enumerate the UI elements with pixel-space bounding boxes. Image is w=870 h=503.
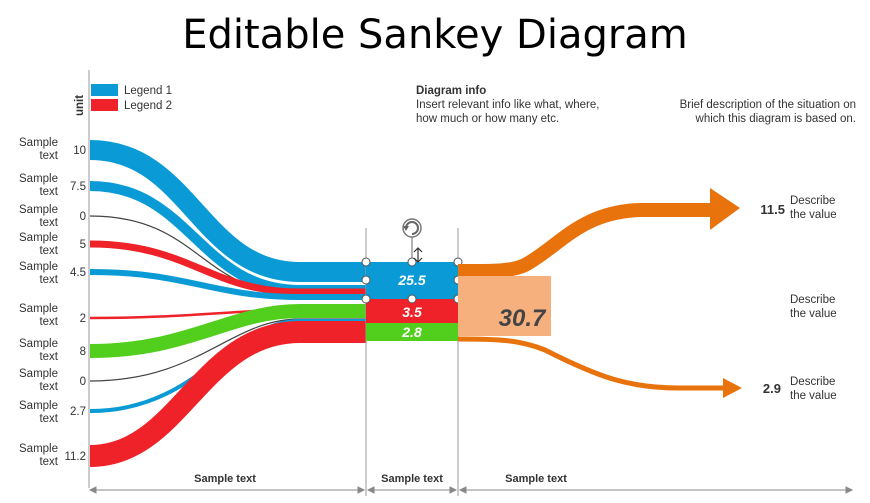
output-2-line1: Describe: [790, 294, 835, 306]
input-6-label-bottom: text: [39, 316, 58, 328]
input-5-label-bottom: text: [39, 274, 58, 286]
input-4-label-bottom: text: [39, 245, 58, 257]
middle-blue-value: 25.5: [397, 272, 425, 288]
input-8-value: 0: [80, 376, 86, 388]
input-4-value: 5: [80, 239, 86, 251]
resize-handle-w[interactable]: [361, 275, 371, 285]
input-7-label-top: Sample: [19, 338, 58, 350]
legend-1-swatch: [91, 84, 118, 96]
output-flow-top: [457, 203, 712, 279]
middle-box-blue[interactable]: [366, 262, 458, 299]
input-5-label-top: Sample: [19, 261, 58, 273]
dimension-arrows: [88, 486, 854, 494]
input-6-value: 2: [80, 313, 86, 325]
input-6-label-top: Sample: [19, 303, 58, 315]
flow-10: [89, 140, 366, 282]
input-2-label-top: Sample: [19, 173, 58, 185]
input-2-label-bottom: text: [39, 186, 58, 198]
input-8-label-bottom: text: [39, 381, 58, 393]
middle-red-value: 3.5: [402, 304, 422, 320]
input-2-value: 7.5: [70, 181, 86, 193]
output-3-value: 2.9: [763, 381, 781, 396]
input-1-value: 10: [73, 145, 86, 157]
flow-11-2: [89, 321, 366, 467]
output-1-line2: the value: [790, 209, 837, 221]
resize-handle-nw[interactable]: [361, 257, 371, 267]
input-labels: Sample text 10 Sample text 7.5 Sample te…: [19, 137, 86, 468]
input-9-label-bottom: text: [39, 413, 58, 425]
rotate-icon[interactable]: [402, 218, 422, 238]
output-1-value: 11.5: [760, 202, 785, 217]
input-10-label-top: Sample: [19, 443, 58, 455]
diagram-info-line2: how much or how many etc.: [416, 113, 559, 125]
input-9-label-top: Sample: [19, 400, 58, 412]
unit-label: unit: [74, 95, 86, 116]
input-1-label-bottom: text: [39, 150, 58, 162]
input-3-label-bottom: text: [39, 217, 58, 229]
legend-1-label: Legend 1: [124, 85, 172, 97]
flow-0-b: [89, 318, 366, 382]
output-arrow-bottom: [723, 378, 742, 398]
input-8-label-top: Sample: [19, 368, 58, 380]
total-value: 30.7: [499, 305, 547, 332]
diagram-info-line1: Insert relevant info like what, where,: [416, 99, 599, 111]
resize-handle-s[interactable]: [407, 294, 417, 304]
input-7-value: 8: [80, 346, 86, 358]
diagram-info-heading: Diagram info: [416, 85, 486, 97]
resize-handle-n[interactable]: [407, 257, 417, 267]
move-cursor-icon: [413, 247, 423, 263]
output-box-middle: [458, 276, 551, 336]
output-flow-bottom: [457, 336, 725, 391]
input-7-label-bottom: text: [39, 351, 58, 363]
input-5-value: 4.5: [70, 267, 86, 279]
axis-label-2: Sample text: [381, 473, 443, 485]
selection-handles[interactable]: [361, 218, 463, 304]
input-10-label-bottom: text: [39, 456, 58, 468]
slide-title: Editable Sankey Diagram: [182, 12, 688, 58]
middle-green-value: 2.8: [401, 324, 422, 340]
description-line1: Brief description of the situation on: [680, 99, 856, 111]
input-1-label-top: Sample: [19, 137, 58, 149]
output-arrow-top: [710, 188, 740, 230]
output-3-line1: Describe: [790, 376, 835, 388]
input-9-value: 2.7: [70, 406, 86, 418]
legend-2-swatch: [91, 99, 118, 111]
input-flows: [89, 140, 366, 467]
middle-box-green: [366, 323, 458, 341]
output-1-line1: Describe: [790, 195, 835, 207]
input-4-label-top: Sample: [19, 232, 58, 244]
flow-5: [89, 240, 366, 296]
legend-2-label: Legend 2: [124, 100, 172, 112]
input-10-value: 11.2: [64, 451, 86, 463]
description-line2: which this diagram is based on.: [695, 113, 856, 125]
output-3-line2: the value: [790, 390, 837, 402]
resize-handle-sw[interactable]: [361, 294, 371, 304]
input-3-value: 0: [80, 211, 86, 223]
input-3-label-top: Sample: [19, 204, 58, 216]
axis-label-1: Sample text: [194, 473, 256, 485]
flow-4-5: [89, 269, 366, 300]
axis-label-3: Sample text: [505, 473, 567, 485]
flow-8: [89, 304, 366, 358]
output-2-line2: the value: [790, 308, 837, 320]
